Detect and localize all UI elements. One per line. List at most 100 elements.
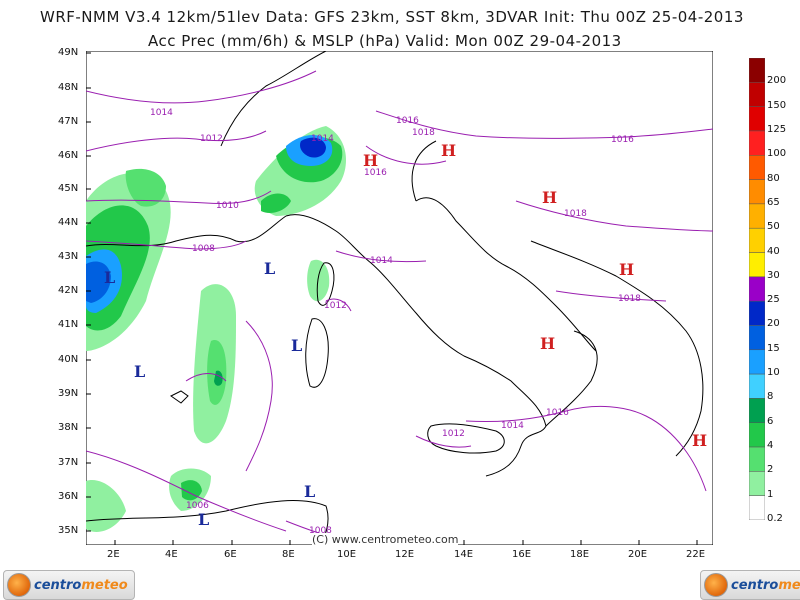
lat-label: 47N bbox=[58, 116, 79, 127]
precip-legend-bar bbox=[749, 58, 765, 520]
legend-level-label: 25 bbox=[767, 294, 780, 306]
legend-level-label: 2 bbox=[767, 464, 774, 476]
legend-level-label: 8 bbox=[767, 391, 774, 403]
lon-label: 2E bbox=[107, 549, 120, 560]
isobar-label: 1014 bbox=[501, 421, 524, 431]
high-pressure-center: H bbox=[619, 260, 634, 279]
lon-label: 22E bbox=[686, 549, 706, 560]
legend-level-label: 100 bbox=[767, 148, 787, 160]
isobar-label: 1012 bbox=[324, 301, 347, 311]
high-pressure-center: H bbox=[540, 334, 555, 353]
legend-swatch bbox=[749, 446, 765, 472]
isobar-label: 1016 bbox=[546, 408, 569, 418]
isobar-label: 1012 bbox=[442, 429, 465, 439]
isobar-label: 1016 bbox=[611, 135, 634, 145]
coastlines bbox=[86, 51, 704, 545]
isobar-label: 1010 bbox=[216, 201, 239, 211]
legend-level-label: 125 bbox=[767, 123, 787, 135]
lat-label: 37N bbox=[58, 457, 79, 468]
legend-level-label: 80 bbox=[767, 172, 780, 184]
lat-label: 35N bbox=[58, 525, 79, 536]
legend-swatch bbox=[749, 106, 765, 132]
legend-swatch bbox=[749, 227, 765, 253]
centrometeo-logo-right[interactable]: centrometeo bbox=[700, 570, 800, 600]
lat-label: 39N bbox=[58, 388, 79, 399]
isobar-label: 1016 bbox=[364, 168, 387, 178]
lon-label: 8E bbox=[282, 549, 295, 560]
legend-swatch bbox=[749, 349, 765, 375]
legend-level-label: 6 bbox=[767, 415, 774, 427]
legend-swatch bbox=[749, 471, 765, 496]
low-pressure-center: L bbox=[198, 510, 209, 529]
axis-ticks bbox=[86, 52, 698, 545]
legend-swatch bbox=[749, 398, 765, 423]
legend-swatch bbox=[749, 179, 765, 205]
legend-level-label: 0.2 bbox=[767, 513, 783, 524]
lat-label: 40N bbox=[58, 354, 79, 365]
lon-label: 20E bbox=[628, 549, 648, 560]
lat-label: 36N bbox=[58, 491, 79, 502]
legend-level-label: 15 bbox=[767, 342, 780, 354]
precipitation-map: 1014 1012 1010 1008 1014 1016 1018 1016 … bbox=[86, 51, 713, 545]
legend-level-label: 4 bbox=[767, 440, 774, 452]
lat-label: 42N bbox=[58, 285, 79, 296]
high-pressure-center: H bbox=[542, 188, 557, 207]
legend-level-label: 50 bbox=[767, 221, 780, 233]
isobar-label: 1012 bbox=[200, 134, 223, 144]
legend-swatch bbox=[749, 325, 765, 351]
centrometeo-badge-icon bbox=[704, 573, 728, 597]
lon-label: 10E bbox=[337, 549, 357, 560]
lon-label: 16E bbox=[512, 549, 532, 560]
centrometeo-logo-left[interactable]: centrometeo bbox=[3, 570, 135, 600]
lon-label: 6E bbox=[224, 549, 237, 560]
lat-label: 46N bbox=[58, 150, 79, 161]
legend-level-label: 200 bbox=[767, 75, 787, 87]
legend-level-label: 150 bbox=[767, 99, 787, 111]
isobar-label: 1018 bbox=[412, 128, 435, 138]
legend-swatch bbox=[749, 373, 765, 399]
lat-label: 45N bbox=[58, 183, 79, 194]
low-pressure-center: L bbox=[104, 268, 115, 287]
isobar-labels: 1014 1012 1010 1008 1014 1016 1018 1016 … bbox=[150, 108, 641, 536]
isobar-label: 1008 bbox=[309, 526, 332, 536]
high-pressure-center: H bbox=[363, 151, 378, 170]
header-title-line2: Acc Prec (mm/6h) & MSLP (hPa) Valid: Mon… bbox=[148, 32, 622, 50]
lat-label: 48N bbox=[58, 82, 79, 93]
isobar-label: 1006 bbox=[186, 501, 209, 511]
low-pressure-center: L bbox=[304, 482, 315, 501]
lat-label: 49N bbox=[58, 47, 79, 58]
isobar-label: 1016 bbox=[396, 116, 419, 126]
copyright-text: (C) www.centrometeo.com bbox=[312, 533, 459, 546]
lon-label: 12E bbox=[395, 549, 415, 560]
legend-swatch bbox=[749, 300, 765, 326]
lat-label: 41N bbox=[58, 319, 79, 330]
legend-level-label: 1 bbox=[767, 488, 774, 500]
low-pressure-center: L bbox=[264, 259, 275, 278]
legend-level-label: 30 bbox=[767, 269, 780, 281]
legend-swatch bbox=[749, 422, 765, 448]
low-pressure-center: L bbox=[291, 336, 302, 355]
low-pressure-center: L bbox=[134, 362, 145, 381]
legend-swatch bbox=[749, 155, 765, 180]
isobar-label: 1008 bbox=[192, 244, 215, 254]
isobar-label: 1014 bbox=[150, 108, 173, 118]
lon-label: 4E bbox=[165, 549, 178, 560]
legend-level-label: 10 bbox=[767, 367, 780, 379]
centrometeo-badge-icon bbox=[7, 573, 31, 597]
legend-swatch bbox=[749, 58, 765, 83]
high-pressure-center: H bbox=[692, 431, 707, 450]
isobar-label: 1018 bbox=[618, 294, 641, 304]
lon-label: 14E bbox=[454, 549, 474, 560]
isobar-label: 1014 bbox=[311, 134, 334, 144]
legend-level-label: 20 bbox=[767, 318, 780, 330]
lon-label: 18E bbox=[570, 549, 590, 560]
legend-swatch bbox=[749, 130, 765, 156]
high-pressure-center: H bbox=[441, 141, 456, 160]
isobar-label: 1018 bbox=[564, 209, 587, 219]
header-title-line1: WRF-NMM V3.4 12km/51lev Data: GFS 23km, … bbox=[40, 8, 744, 26]
legend-swatch bbox=[749, 495, 765, 520]
lat-label: 38N bbox=[58, 422, 79, 433]
isobar-label: 1014 bbox=[370, 256, 393, 266]
legend-swatch bbox=[749, 82, 765, 107]
legend-swatch bbox=[749, 252, 765, 278]
